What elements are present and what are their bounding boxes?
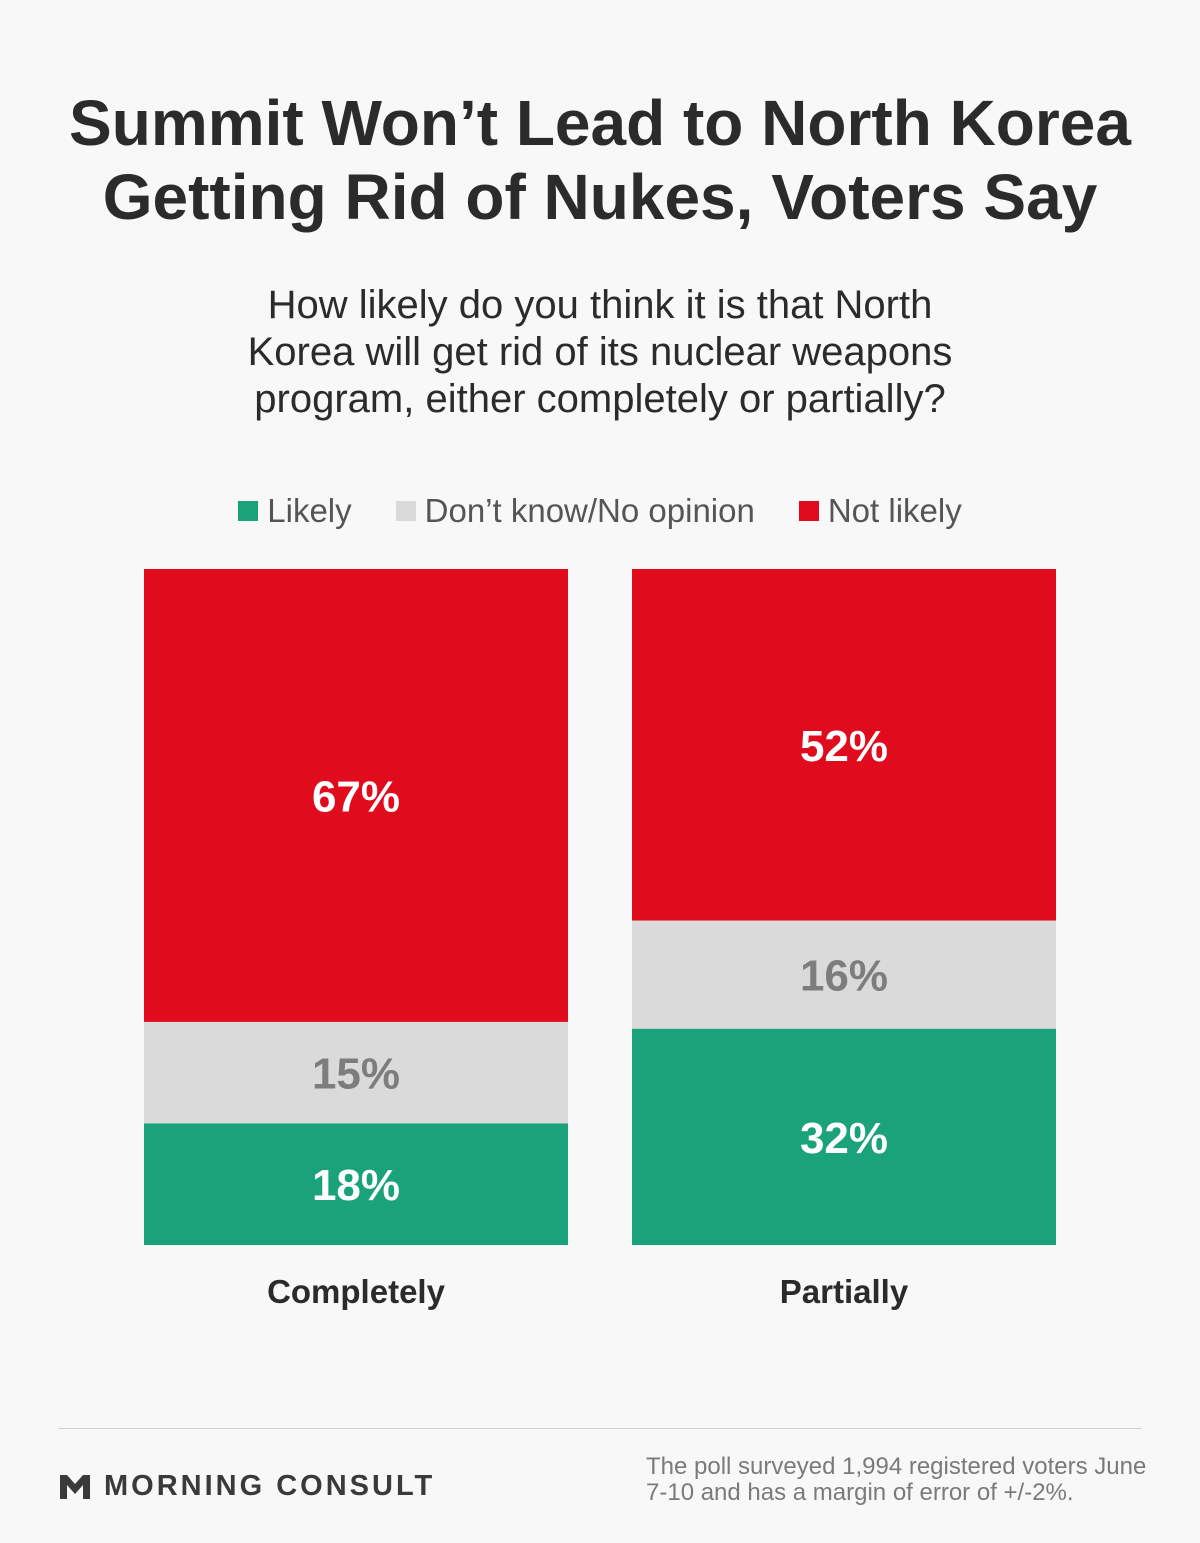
chart-subtitle: How likely do you think it is that North… (0, 282, 1200, 423)
bar-segment-completely-don-t-know-no-opinion (144, 1021, 568, 1124)
data-label-completely-not-likely: 67% (312, 772, 400, 821)
bar-segment-completely-likely (144, 1123, 568, 1245)
legend-label-likely: Likely (267, 492, 352, 529)
stacked-bar-chart: 18% 15% 67% Completely 32% 16% 52% Partially (144, 569, 1056, 1310)
methodology-note: The poll surveyed 1,994 registered voter… (646, 1454, 1166, 1506)
legend-label-not-likely: Not likely (827, 492, 962, 529)
data-label-partially-not-likely: 52% (800, 722, 888, 771)
legend-item-not-likely: Not likely (798, 492, 962, 530)
legend-swatch-likely (238, 501, 259, 521)
footer-divider (58, 1428, 1142, 1429)
chart-title: Summit Won’t Lead to North Korea Getting… (0, 86, 1200, 234)
morning-consult-icon (60, 1474, 90, 1499)
legend: Likely Don’t know/No opinion Not likely (0, 492, 1200, 530)
bar-segment-partially-don-t-know-no-opinion (632, 920, 1056, 1029)
bar-segment-completely-not-likely (144, 569, 568, 1022)
bar-segment-partially-not-likely (632, 569, 1056, 921)
chart-subtitle-line-1: How likely do you think it is that North (267, 283, 933, 327)
legend-item-likely: Likely (238, 492, 352, 530)
category-label-partially: Partially (780, 1273, 909, 1310)
legend-item-dont-know: Don’t know/No opinion (395, 492, 755, 530)
chart-subtitle-line-2: Korea will get rid of its nuclear weapon… (247, 330, 953, 374)
methodology-note-line-1: The poll surveyed 1,994 registered voter… (646, 1453, 1147, 1480)
brand-logo: MORNING CONSULT (60, 1470, 435, 1503)
chart-title-line-2: Getting Rid of Nukes, Voters Say (102, 161, 1098, 233)
data-label-completely-don-t-know-no-opinion: 15% (312, 1050, 400, 1099)
methodology-note-line-2: 7-10 and has a margin of error of +/-2%. (646, 1479, 1074, 1506)
bar-segment-partially-likely (632, 1028, 1056, 1245)
data-label-completely-likely: 18% (312, 1161, 400, 1210)
category-label-completely: Completely (267, 1273, 446, 1310)
data-label-partially-don-t-know-no-opinion: 16% (800, 952, 888, 1001)
data-label-partially-likely: 32% (800, 1114, 888, 1163)
brand-name: MORNING CONSULT (104, 1470, 436, 1502)
legend-swatch-dont-know (395, 501, 416, 521)
chart-subtitle-line-3: program, either completely or partially? (254, 377, 946, 421)
chart-title-line-1: Summit Won’t Lead to North Korea (69, 87, 1131, 159)
legend-label-dont-know: Don’t know/No opinion (424, 492, 755, 529)
legend-swatch-not-likely (798, 501, 819, 521)
